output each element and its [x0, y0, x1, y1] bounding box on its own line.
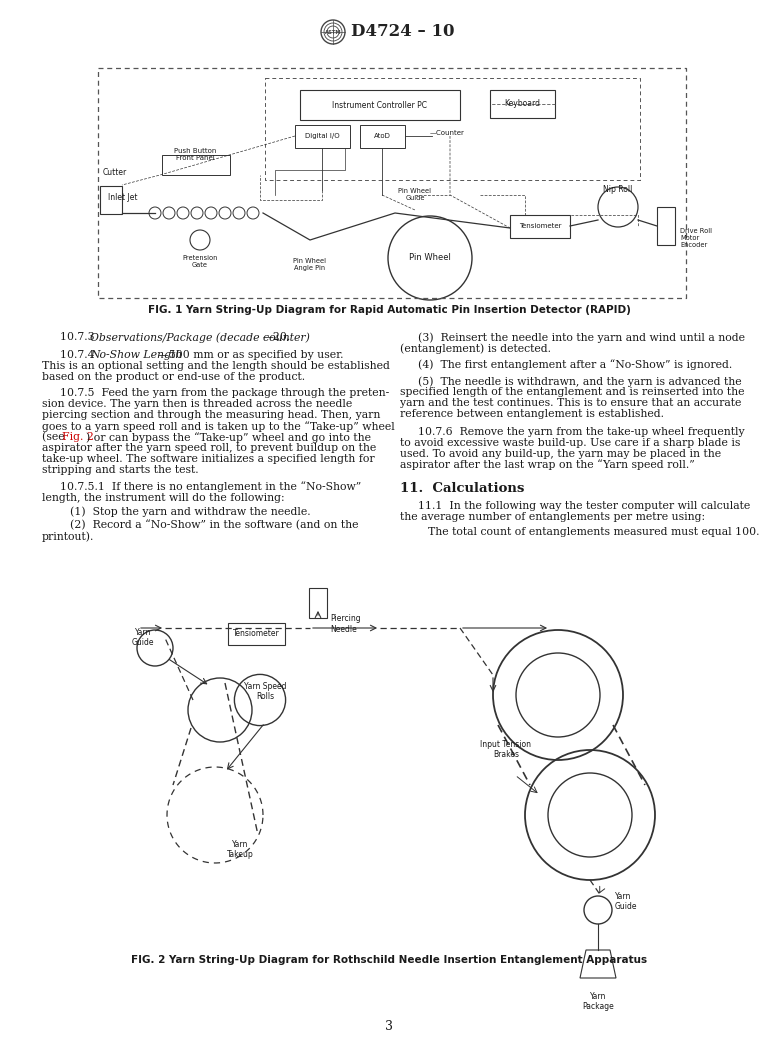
Text: goes to a yarn speed roll and is taken up to the “Take-up” wheel: goes to a yarn speed roll and is taken u… — [42, 422, 394, 432]
Text: D4724 – 10: D4724 – 10 — [351, 24, 454, 41]
Text: piercing section and through the measuring head. Then, yarn: piercing section and through the measuri… — [42, 410, 380, 421]
Bar — [309, 588, 327, 618]
Text: (5)  The needle is withdrawn, and the yarn is advanced the: (5) The needle is withdrawn, and the yar… — [418, 376, 741, 386]
Text: 10.7.3: 10.7.3 — [60, 332, 102, 342]
Text: Pretension
Gate: Pretension Gate — [182, 255, 218, 268]
Text: —20.: —20. — [263, 332, 291, 342]
Text: aspirator after the last wrap on the “Yarn speed roll.”: aspirator after the last wrap on the “Ya… — [400, 459, 695, 471]
Text: Drive Roll
Motor
Encoder: Drive Roll Motor Encoder — [680, 228, 712, 248]
Text: take-up wheel. The software initializes a specified length for: take-up wheel. The software initializes … — [42, 454, 375, 464]
Text: The total count of entanglements measured must equal 100.: The total count of entanglements measure… — [428, 527, 759, 537]
Bar — [162, 155, 230, 175]
Text: Fig. 2: Fig. 2 — [62, 432, 94, 442]
Bar — [100, 186, 122, 214]
Text: 10.7.5  Feed the yarn from the package through the preten-: 10.7.5 Feed the yarn from the package th… — [60, 388, 389, 398]
Text: (see: (see — [42, 432, 68, 442]
Circle shape — [321, 20, 345, 44]
Text: Yarn
Guide: Yarn Guide — [615, 892, 637, 912]
Text: Push Button
Front Panel: Push Button Front Panel — [173, 148, 216, 161]
Text: Keyboard: Keyboard — [504, 100, 540, 108]
Text: (2)  Record a “No-Show” in the software (and on the: (2) Record a “No-Show” in the software (… — [70, 520, 359, 531]
Text: Yarn Speed
Rolls: Yarn Speed Rolls — [244, 682, 286, 702]
Text: length, the instrument will do the following:: length, the instrument will do the follo… — [42, 492, 285, 503]
Text: Pin Wheel
Guide: Pin Wheel Guide — [398, 188, 432, 201]
Text: —Counter: —Counter — [430, 130, 465, 136]
Text: (4)  The first entanglement after a “No-Show” is ignored.: (4) The first entanglement after a “No-S… — [418, 359, 732, 371]
Text: 10.7.4: 10.7.4 — [60, 350, 101, 359]
Text: 10.7.5.1  If there is no entanglement in the “No-Show”: 10.7.5.1 If there is no entanglement in … — [60, 482, 361, 492]
Text: (3)  Reinsert the needle into the yarn and wind until a node: (3) Reinsert the needle into the yarn an… — [418, 332, 745, 342]
Text: 10.7.6  Remove the yarn from the take-up wheel frequently: 10.7.6 Remove the yarn from the take-up … — [418, 427, 745, 436]
Text: ) or can bypass the “Take-up” wheel and go into the: ) or can bypass the “Take-up” wheel and … — [86, 432, 371, 442]
Text: sion device. The yarn then is threaded across the needle: sion device. The yarn then is threaded a… — [42, 399, 352, 409]
Text: Instrument Controller PC: Instrument Controller PC — [332, 101, 427, 109]
Text: aspirator after the yarn speed roll, to prevent buildup on the: aspirator after the yarn speed roll, to … — [42, 443, 377, 453]
Bar — [490, 90, 555, 118]
Text: FIG. 2 Yarn String-Up Diagram for Rothschild Needle Insertion Entanglement Appar: FIG. 2 Yarn String-Up Diagram for Rothsc… — [131, 955, 647, 965]
Bar — [300, 90, 460, 120]
Text: Tensiometer: Tensiometer — [233, 630, 279, 638]
Text: specified length of the entanglement and is reinserted into the: specified length of the entanglement and… — [400, 387, 745, 397]
Bar — [657, 207, 675, 245]
Text: Pin Wheel
Angle Pin: Pin Wheel Angle Pin — [293, 258, 327, 271]
Text: reference between entanglement is established.: reference between entanglement is establ… — [400, 409, 664, 418]
Text: Digital I/O: Digital I/O — [305, 133, 339, 139]
Bar — [228, 623, 285, 645]
Text: Tensiometer: Tensiometer — [519, 223, 561, 229]
Text: ASTM: ASTM — [324, 29, 342, 34]
Text: Input Tension
Brakes: Input Tension Brakes — [481, 740, 531, 759]
Text: printout).: printout). — [42, 531, 94, 541]
Text: Yarn
Guide: Yarn Guide — [131, 628, 154, 648]
Text: —500 mm or as specified by user.: —500 mm or as specified by user. — [158, 350, 344, 359]
Text: Inlet Jet: Inlet Jet — [108, 194, 138, 203]
Bar — [295, 125, 350, 148]
Text: the average number of entanglements per metre using:: the average number of entanglements per … — [400, 512, 705, 523]
Text: Observations/Package (decade counter): Observations/Package (decade counter) — [90, 332, 310, 342]
Text: based on the product or end-use of the product.: based on the product or end-use of the p… — [42, 372, 305, 382]
Text: This is an optional setting and the length should be established: This is an optional setting and the leng… — [42, 360, 390, 371]
Bar — [360, 125, 405, 148]
Text: stripping and starts the test.: stripping and starts the test. — [42, 465, 198, 475]
Text: 3: 3 — [385, 1020, 393, 1033]
Text: (entanglement) is detected.: (entanglement) is detected. — [400, 342, 551, 354]
Text: yarn and the test continues. This is to ensure that an accurate: yarn and the test continues. This is to … — [400, 398, 741, 408]
Text: to avoid excessive waste build-up. Use care if a sharp blade is: to avoid excessive waste build-up. Use c… — [400, 437, 741, 448]
Text: AtoD: AtoD — [373, 133, 391, 139]
Text: Cutter: Cutter — [103, 168, 127, 177]
Bar — [510, 215, 570, 238]
Text: 11.1  In the following way the tester computer will calculate: 11.1 In the following way the tester com… — [418, 502, 750, 511]
Text: 11.  Calculations: 11. Calculations — [400, 482, 524, 494]
Text: Nip Roll: Nip Roll — [603, 185, 633, 194]
Text: Piercing
Needle: Piercing Needle — [330, 614, 361, 634]
Text: Yarn
Package: Yarn Package — [582, 992, 614, 1012]
Text: (1)  Stop the yarn and withdraw the needle.: (1) Stop the yarn and withdraw the needl… — [70, 507, 310, 517]
Text: used. To avoid any build-up, the yarn may be placed in the: used. To avoid any build-up, the yarn ma… — [400, 449, 721, 459]
Text: No-Show Length: No-Show Length — [90, 350, 182, 359]
Text: Pin Wheel: Pin Wheel — [409, 254, 451, 262]
Polygon shape — [580, 950, 616, 977]
Text: Yarn
Takeup: Yarn Takeup — [226, 840, 254, 860]
Text: FIG. 1 Yarn String-Up Diagram for Rapid Automatic Pin Insertion Detector (RAPID): FIG. 1 Yarn String-Up Diagram for Rapid … — [148, 305, 630, 315]
